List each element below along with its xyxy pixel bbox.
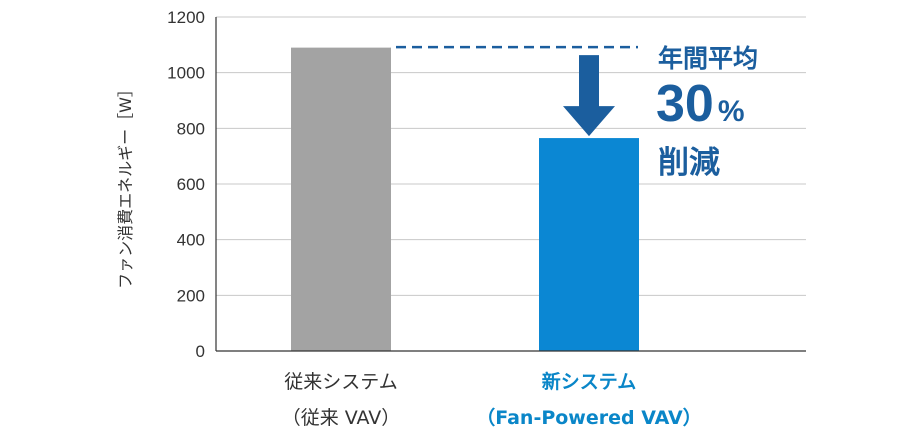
y-tick-label: 0 [196,342,205,361]
category-label-line2: （従来 VAV） [282,407,401,429]
bar [291,47,391,351]
y-tick-label: 1000 [167,64,205,83]
y-tick-label: 1200 [167,8,205,27]
axes [215,17,806,352]
y-tick-labels: 0 200 400 600 800 1000 1200 [167,8,205,361]
y-axis-label: ファン消費エネルギー［W］ [116,81,135,289]
y-tick-label: 600 [177,175,205,194]
category-label-line1: 従来システム [284,371,397,393]
bar [539,138,639,351]
down-arrow-icon [563,55,615,137]
annotation-percent-value: 30 [656,75,714,133]
y-tick-label: 400 [177,231,205,250]
annotation-line3: 削減 [658,145,720,181]
y-tick-label: 800 [177,119,205,138]
category-label-line2: （Fan-Powered VAV） [476,406,702,429]
category-label-line1: 新システム [542,370,636,393]
bars [291,47,639,351]
annotation-line1: 年間平均 [658,44,758,73]
y-tick-label: 200 [177,286,205,305]
category-labels: 従来システム （従来 VAV） 新システム （Fan-Powered VAV） [282,370,702,429]
annotation-percent: 30% [656,75,745,133]
annotation-percent-sign: % [718,95,745,128]
reduction-annotation: 年間平均 30% 削減 [396,44,758,181]
